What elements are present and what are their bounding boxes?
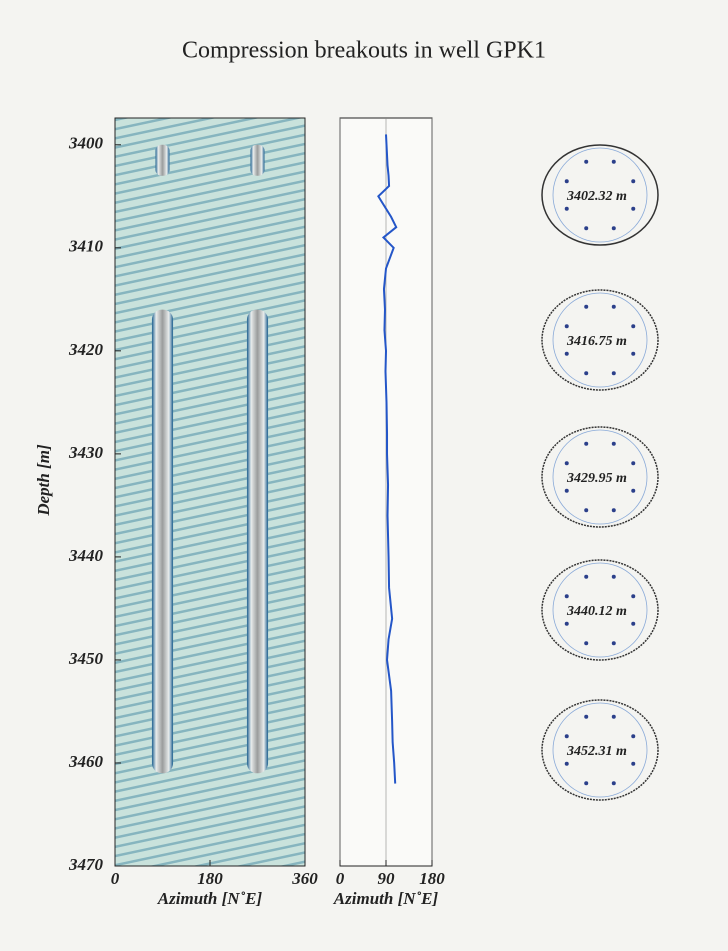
- arrow-mark: [565, 622, 569, 626]
- image-background: [115, 118, 305, 866]
- y-tick-label: 3410: [68, 237, 104, 256]
- arrow-mark: [565, 734, 569, 738]
- arrow-mark: [631, 461, 635, 465]
- arrow-mark: [565, 762, 569, 766]
- arrow-mark: [584, 442, 588, 446]
- breakout-band: [247, 310, 268, 774]
- arrow-mark: [584, 371, 588, 375]
- arrow-mark: [584, 715, 588, 719]
- arrow-mark: [612, 160, 616, 164]
- arrow-mark: [631, 622, 635, 626]
- arrow-mark: [612, 371, 616, 375]
- arrow-mark: [565, 594, 569, 598]
- y-tick-label: 3460: [68, 752, 104, 771]
- arrow-mark: [631, 762, 635, 766]
- y-tick-label: 3400: [68, 134, 104, 153]
- arrow-mark: [631, 594, 635, 598]
- breakout-band: [152, 310, 173, 774]
- arrow-mark: [631, 734, 635, 738]
- arrow-mark: [565, 489, 569, 493]
- arrow-mark: [584, 508, 588, 512]
- y-tick-label: 3450: [68, 649, 104, 668]
- title: Compression breakouts in well GPK1: [182, 38, 546, 64]
- arrow-mark: [584, 781, 588, 785]
- arrow-mark: [631, 324, 635, 328]
- y-tick-label: 3430: [68, 443, 104, 462]
- arrow-mark: [612, 508, 616, 512]
- figure: Compression breakouts in well GPK1 3400 3…: [0, 0, 728, 951]
- arrow-mark: [612, 715, 616, 719]
- x-tick-label: 180: [419, 869, 445, 888]
- y-tick-label: 3470: [68, 855, 104, 874]
- section-label: 3416.75 m: [566, 334, 627, 349]
- arrow-mark: [631, 179, 635, 183]
- arrow-mark: [612, 442, 616, 446]
- arrow-mark: [612, 226, 616, 230]
- x-axis-label: Azimuth [N˚E]: [157, 889, 263, 908]
- x-tick-label: 90: [378, 869, 396, 888]
- x-tick-label: 0: [111, 869, 120, 888]
- arrow-mark: [584, 305, 588, 309]
- y-tick-label: 3440: [68, 546, 104, 565]
- section-label: 3402.32 m: [566, 189, 627, 204]
- arrow-mark: [612, 641, 616, 645]
- arrow-mark: [565, 461, 569, 465]
- section-label: 3429.95 m: [566, 471, 627, 486]
- arrow-mark: [565, 207, 569, 211]
- arrow-mark: [631, 207, 635, 211]
- breakout-band: [155, 145, 169, 176]
- arrow-mark: [631, 489, 635, 493]
- arrow-mark: [612, 781, 616, 785]
- x-tick-label: 360: [291, 869, 318, 888]
- arrow-mark: [565, 352, 569, 356]
- x-axis-label: Azimuth [N˚E]: [333, 889, 439, 908]
- arrow-mark: [612, 575, 616, 579]
- arrow-mark: [565, 324, 569, 328]
- y-tick-label: 3420: [68, 340, 104, 359]
- x-tick-label: 0: [336, 869, 345, 888]
- arrow-mark: [631, 352, 635, 356]
- arrow-mark: [584, 160, 588, 164]
- arrow-mark: [584, 575, 588, 579]
- arrow-mark: [584, 226, 588, 230]
- breakout-band: [250, 145, 264, 176]
- section-label: 3452.31 m: [566, 744, 627, 759]
- arrow-mark: [565, 179, 569, 183]
- arrow-mark: [584, 641, 588, 645]
- section-label: 3440.12 m: [566, 604, 627, 619]
- x-tick-label: 180: [197, 869, 223, 888]
- arrow-mark: [612, 305, 616, 309]
- y-axis-label: Depth [m]: [34, 444, 53, 517]
